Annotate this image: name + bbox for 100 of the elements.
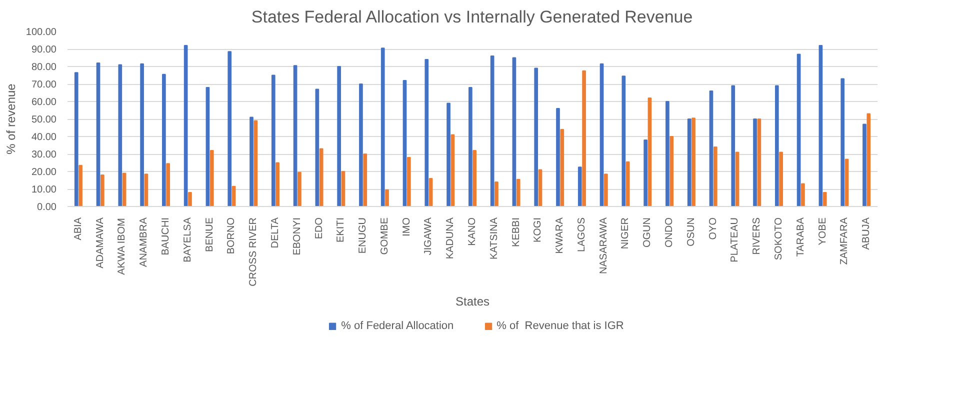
bar [866,113,871,206]
x-tick-label: BORNO [226,217,238,254]
bar [534,68,538,206]
bar [206,87,210,206]
x-tick-label: DELTA [270,217,281,248]
x-tick-label: KOGI [532,217,544,243]
bar [363,154,368,206]
y-tick-label: 50.00 [31,114,57,126]
x-tick-label: NIGER [620,218,632,250]
bar [687,118,692,206]
x-tick-label: NASARAWA [598,217,610,274]
bar [840,78,845,206]
x-tick-label: TARABA [795,217,806,257]
bar [385,189,389,206]
y-tick-label: 70.00 [31,80,57,90]
x-tick-label: ABUJA [861,217,872,250]
bar [406,157,411,206]
x-tick-label: OSUN [686,217,697,246]
y-tick-label: 90.00 [31,44,57,56]
bar [293,65,298,206]
bar [494,182,498,206]
x-tick-label: IMO [401,217,412,236]
bar [692,118,696,206]
bar [298,172,302,206]
x-tick-label: ONDO [664,217,676,248]
y-tick-label: 60.00 [31,97,57,108]
bar [319,148,324,206]
x-tick-label: JIGAWA [423,217,434,256]
bar [162,74,166,206]
x-tick-label: YOBE [817,217,828,246]
y-tick-label: 0.00 [37,202,57,213]
x-tick-label: GOMBE [379,217,390,255]
bar [753,118,757,206]
x-tick-label: LAGOS [576,217,588,252]
x-tick-label: SOKOTO [773,217,784,260]
bar [862,124,866,206]
bar [228,51,232,206]
x-tick-label: ABIA [72,217,84,240]
bar [666,101,670,206]
bar [254,120,258,206]
bar [644,140,648,206]
bar [774,85,779,206]
bar [96,62,100,206]
x-tick-label: KWARA [554,217,566,254]
bar [757,118,762,206]
x-tick-label: ZAMFARA [839,217,850,265]
x-tick-label: OYO [708,217,719,240]
bar [670,136,674,206]
bar [402,80,407,206]
bar [709,90,714,206]
bar [78,164,82,206]
y-tick-label: 80.00 [31,62,57,73]
bar [210,150,214,206]
bar [796,54,801,206]
x-tick-label: KADUNA [445,217,456,260]
bar [450,134,455,206]
bar [556,108,560,206]
bar [380,48,385,206]
bar [250,116,254,206]
bar [490,56,494,206]
bar [818,45,823,206]
y-tick-label: 20.00 [31,167,57,178]
bar [779,152,783,206]
bar [560,129,564,206]
y-tick-label: 100.00 [26,27,57,38]
bar [648,98,652,206]
x-tick-label: EDO [314,217,325,240]
x-tick-label: BAUCHI [160,217,172,256]
y-tick-label: 40.00 [31,132,57,143]
bar [735,152,740,206]
bar [100,174,104,206]
x-tick-label: ENUGU [358,217,369,254]
bar [713,146,718,206]
x-tick-label: BAYELSA [182,217,194,262]
bar [140,63,144,206]
bar [472,150,477,206]
bar [184,45,188,206]
bar [341,171,346,206]
bar [626,161,630,206]
bar [166,163,170,206]
y-axis-title: % of revenue [4,83,18,154]
bar [844,158,849,206]
bar [118,64,122,206]
bar [622,76,626,206]
x-tick-label: PLATEAU [730,217,741,262]
x-tick-label: BENUE [204,217,216,252]
x-tick-label: KANO [467,217,478,246]
bar [315,88,320,206]
x-tick-label: ANAMBRA [138,217,150,267]
bar [74,72,78,206]
bar [822,192,827,206]
bar [512,57,516,206]
bar [604,174,608,206]
x-tick-label: AKWA IBOM [116,218,128,275]
bar [468,87,472,206]
legend-label: % of Revenue that is IGR [496,320,624,332]
bar [428,178,433,206]
bar [144,174,148,206]
x-tick-label: CROSS RIVER [248,217,260,286]
bar [188,192,192,206]
